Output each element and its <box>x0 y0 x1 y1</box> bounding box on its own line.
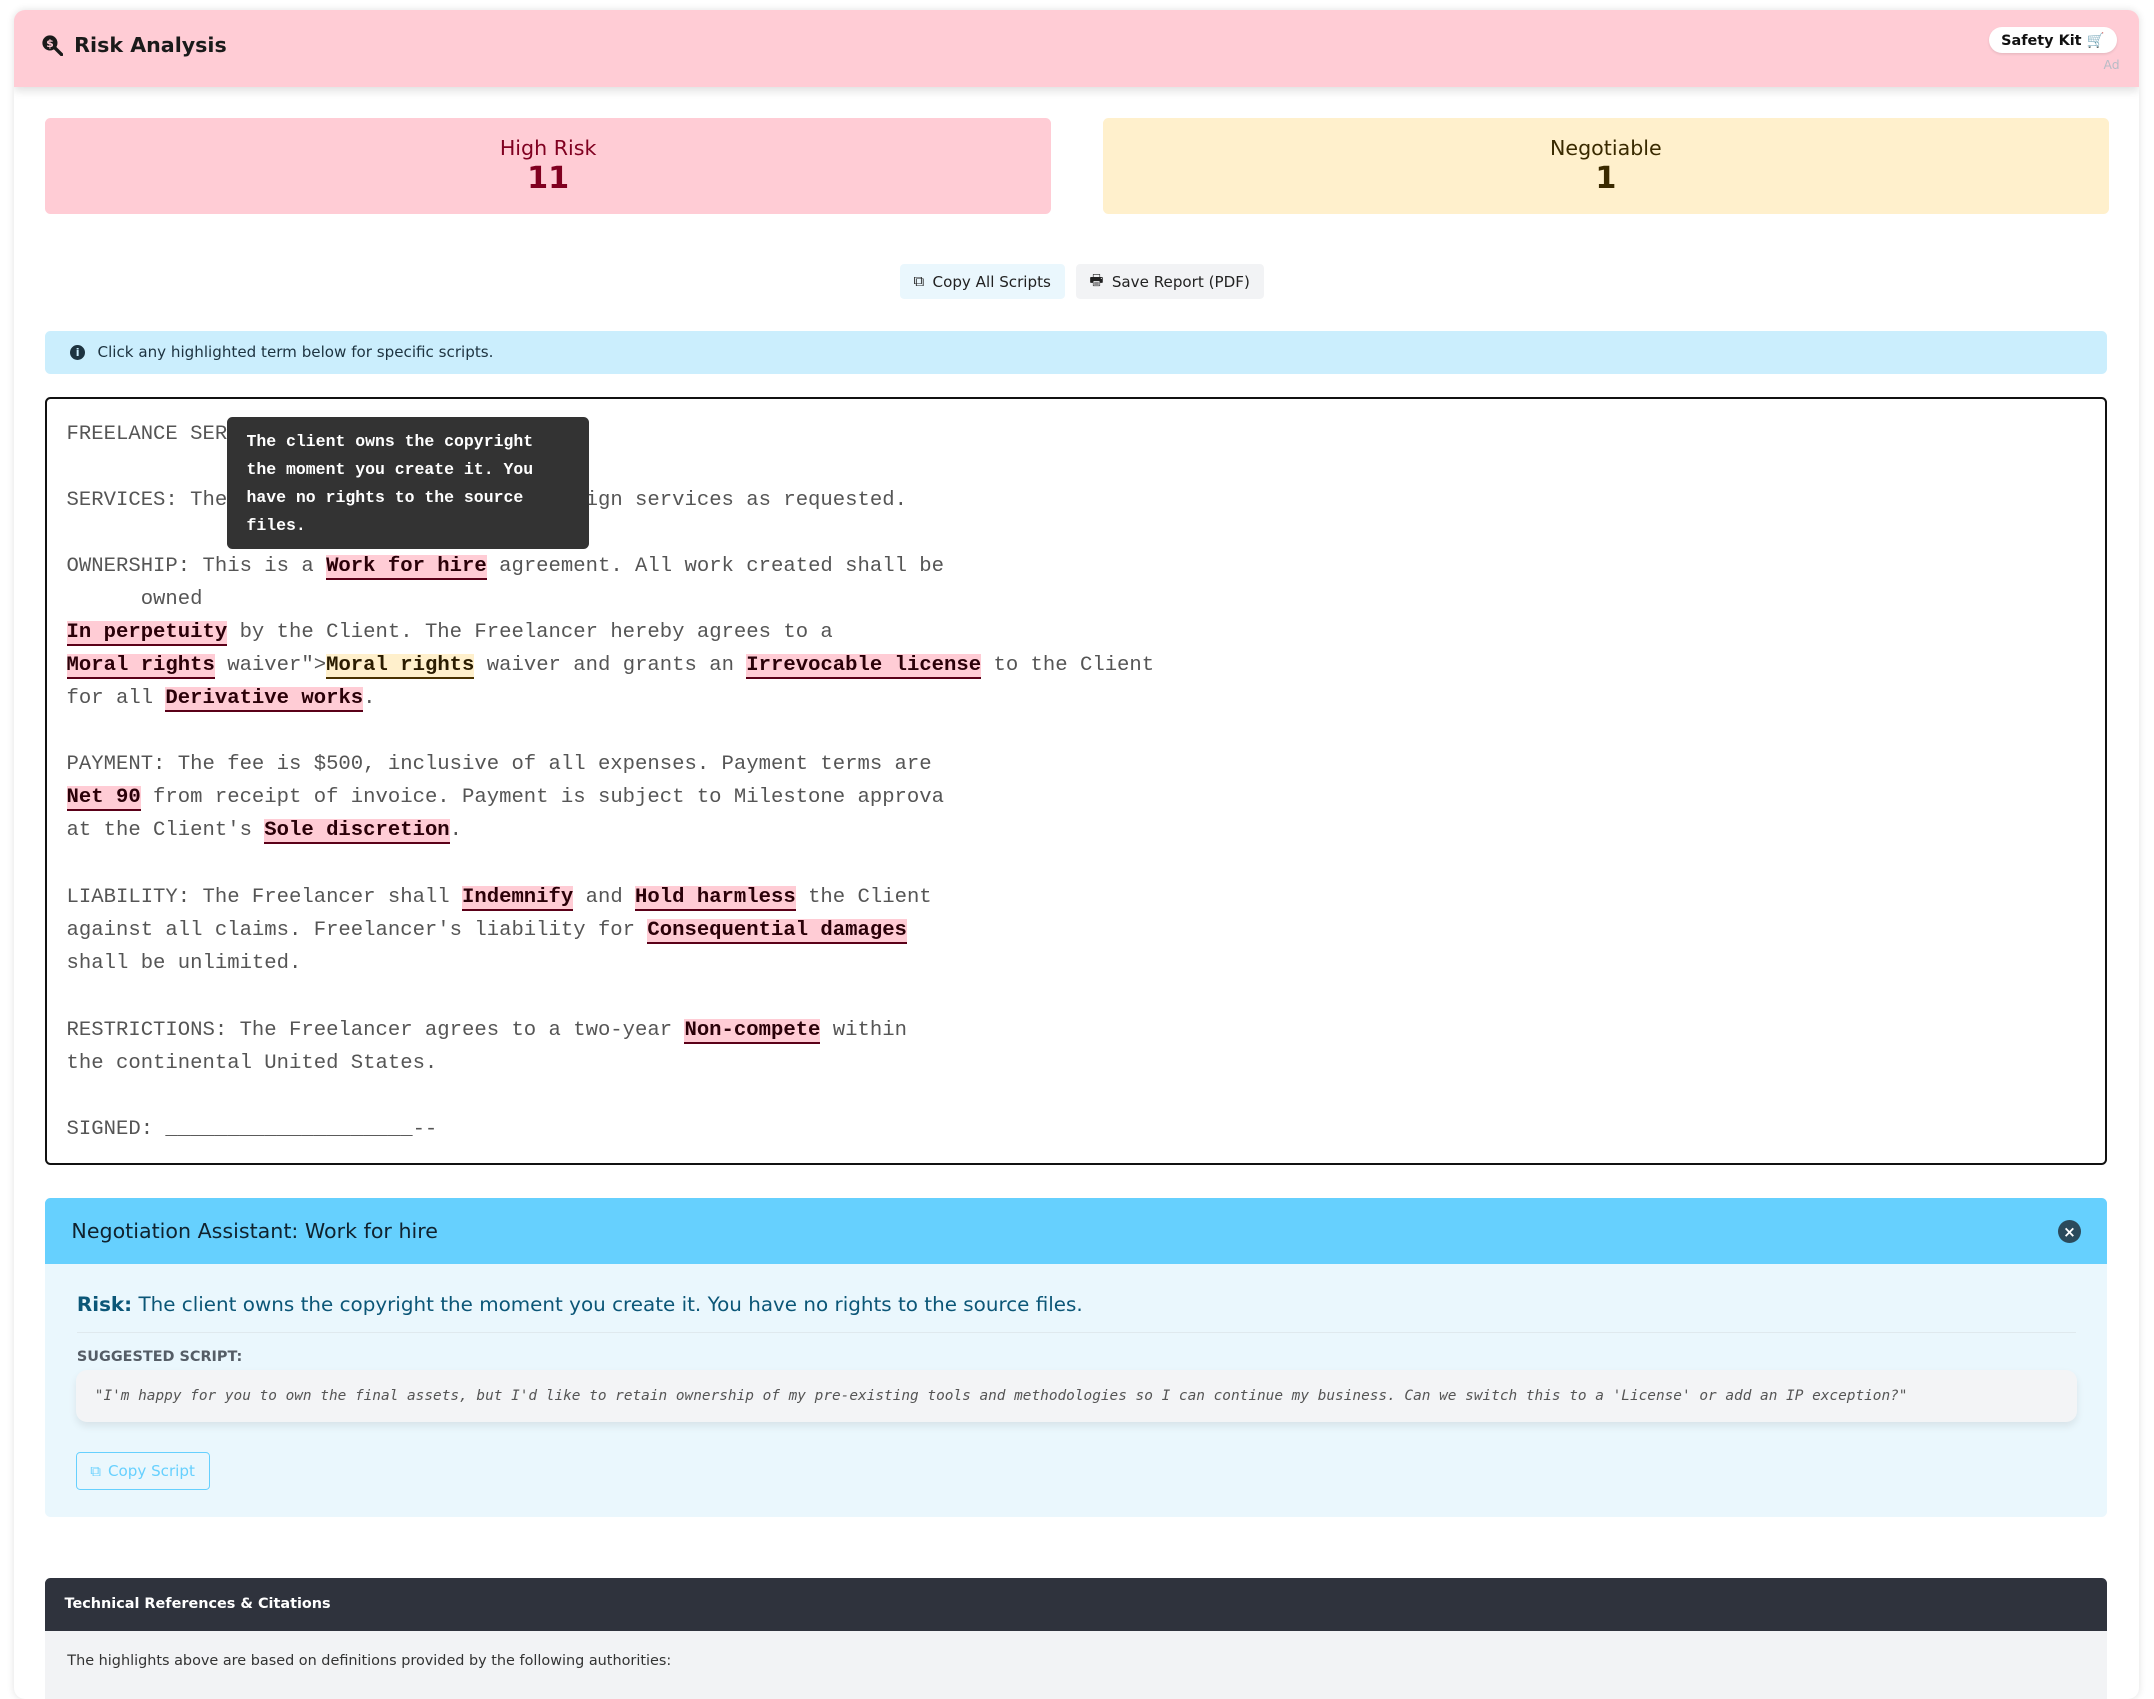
high-risk-card: High Risk 11 <box>45 118 1051 215</box>
negotiation-header: Negotiation Assistant: Work for hire × <box>45 1197 2108 1264</box>
doc-line: SERVICES: The ign services as requested. <box>66 488 907 512</box>
term-derivative-works[interactable]: Derivative works <box>165 686 364 712</box>
page-title: $ Risk Analysis <box>41 33 227 57</box>
suggested-script: "I'm happy for you to own the final asse… <box>75 1369 2078 1422</box>
negotiable-count: 1 <box>1595 161 1617 197</box>
doc-line: In perpetuity by the Client. The Freelan… <box>66 620 833 646</box>
negotiation-panel: Negotiation Assistant: Work for hire × R… <box>45 1197 2108 1517</box>
term-hold-harmless[interactable]: Hold harmless <box>635 885 796 911</box>
doc-line: LIABILITY: The Freelancer shall Indemnif… <box>66 885 932 911</box>
copy-icon: ⧉ <box>913 272 925 291</box>
doc-line: FREELANCE SER <box>66 422 228 446</box>
doc-line: the continental United States. <box>66 1052 438 1076</box>
title-text: Risk Analysis <box>74 32 227 57</box>
doc-line: owned <box>66 587 203 611</box>
safety-kit-button[interactable]: Safety Kit 🛒 <box>1988 27 2117 53</box>
contract-document: FREELANCE SER SERVICES: The ign services… <box>45 396 2108 1165</box>
header: $ Risk Analysis Safety Kit 🛒 Ad <box>13 9 2139 87</box>
doc-line: PAYMENT: The fee is $500, inclusive of a… <box>66 752 932 776</box>
doc-line: Moral rights waiver">Moral rights waiver… <box>66 653 1155 679</box>
references-title: Technical References & Citations <box>45 1578 2108 1631</box>
ad-label: Ad <box>2103 57 2120 72</box>
main-card: $ Risk Analysis Safety Kit 🛒 Ad High Ris… <box>13 9 2139 1699</box>
safety-kit-label: Safety Kit <box>2001 32 2082 49</box>
doc-line: for all Derivative works. <box>66 686 376 712</box>
references-text: The highlights above are based on defini… <box>67 1652 672 1669</box>
negotiable-label: Negotiable <box>1550 135 1662 160</box>
copy-script-button[interactable]: ⧉ Copy Script <box>75 1451 210 1491</box>
doc-line: SIGNED: ____________________-- <box>66 1118 438 1142</box>
copy-all-scripts-button[interactable]: ⧉ Copy All Scripts <box>899 263 1065 300</box>
term-in-perpetuity[interactable]: In perpetuity <box>66 620 228 646</box>
copy-icon: ⧉ <box>90 1461 102 1480</box>
doc-line: RESTRICTIONS: The Freelancer agrees to a… <box>66 1019 907 1045</box>
term-work-for-hire[interactable]: Work for hire <box>326 554 487 580</box>
term-indemnify[interactable]: Indemnify <box>462 885 574 911</box>
doc-line: shall be unlimited. <box>66 951 302 975</box>
close-icon[interactable]: × <box>2057 1219 2082 1244</box>
doc-line: against all claims. Freelancer's liabili… <box>66 918 907 944</box>
term-irrevocable-license[interactable]: Irrevocable license <box>746 653 982 679</box>
risk-description: Risk: The client owns the copyright the … <box>76 1292 1083 1316</box>
term-tooltip: The client owns the copyright the moment… <box>227 416 589 549</box>
save-report-label: Save Report (PDF) <box>1111 272 1250 291</box>
term-moral-rights-negotiable[interactable]: Moral rights <box>326 653 475 679</box>
divider <box>76 1332 2076 1334</box>
high-risk-count: 11 <box>527 161 570 197</box>
references-section: Technical References & Citations The hig… <box>45 1578 2108 1699</box>
svg-text:$: $ <box>46 37 54 50</box>
info-text: Click any highlighted term below for spe… <box>97 343 494 362</box>
save-report-button[interactable]: 🖶 Save Report (PDF) <box>1075 263 1264 300</box>
info-banner: i Click any highlighted term below for s… <box>45 331 2108 374</box>
copy-all-label: Copy All Scripts <box>932 272 1051 291</box>
negotiation-title: Negotiation Assistant: Work for hire <box>71 1218 438 1243</box>
doc-line: Net 90 from receipt of invoice. Payment … <box>66 785 944 811</box>
term-non-compete[interactable]: Non-compete <box>684 1019 821 1045</box>
term-moral-rights[interactable]: Moral rights <box>66 653 215 679</box>
doc-line: at the Client's Sole discretion. <box>66 818 463 844</box>
info-icon: i <box>70 344 86 360</box>
cart-icon: 🛒 <box>2086 32 2105 49</box>
printer-icon: 🖶 <box>1089 270 1104 289</box>
doc-line: OWNERSHIP: This is a Work for hire agree… <box>66 554 945 580</box>
negotiable-card: Negotiable 1 <box>1103 118 2109 215</box>
high-risk-label: High Risk <box>499 135 597 160</box>
magnifier-dollar-icon: $ <box>42 35 64 56</box>
term-net-90[interactable]: Net 90 <box>66 785 141 811</box>
term-sole-discretion[interactable]: Sole discretion <box>264 818 450 844</box>
copy-script-label: Copy Script <box>107 1462 195 1481</box>
suggested-script-label: SUGGESTED SCRIPT: <box>76 1348 243 1365</box>
term-consequential-damages[interactable]: Consequential damages <box>647 918 907 944</box>
